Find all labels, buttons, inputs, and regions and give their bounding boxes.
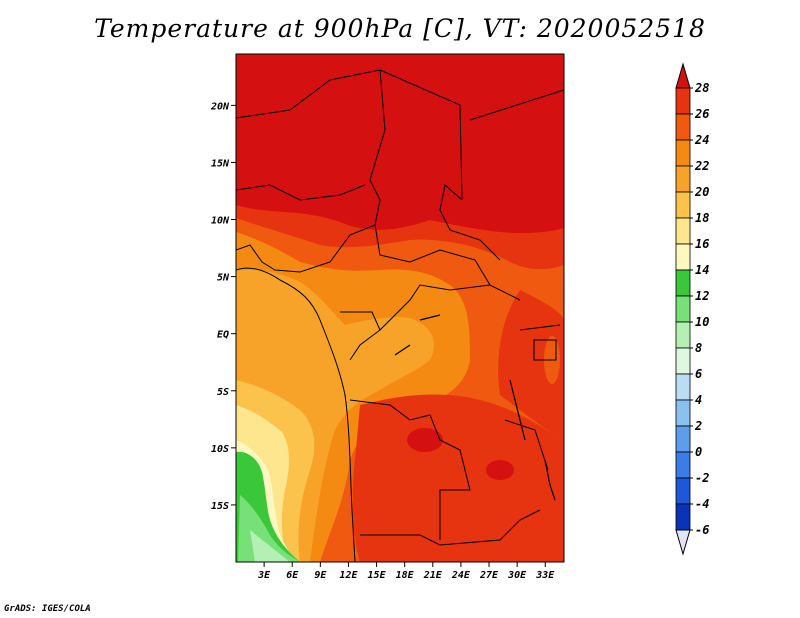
colorbar-segment (675, 139, 691, 167)
lon-tick-label: 27E (479, 570, 499, 581)
lat-tick-label: 10S (211, 444, 229, 455)
lon-tick-label: 15E (368, 570, 387, 581)
colorbar-level-label: 28 (694, 81, 709, 95)
colorbar-level-label: 10 (695, 315, 709, 329)
lat-tick-label: EQ (217, 330, 229, 341)
lat-tick-label: 10N (211, 216, 230, 227)
latitude-axis: 20N 15N 10N 5N EQ 5S 10S 15S (210, 101, 236, 512)
colorbar-top-arrow (675, 62, 691, 89)
colorbar-segment (675, 373, 691, 401)
lon-tick-label: 3E (257, 570, 271, 581)
colorbar-segment (675, 399, 691, 427)
colorbar-segment (675, 477, 691, 505)
colorbar-segment (675, 113, 691, 141)
colorbar-level-label: -6 (695, 523, 709, 537)
lon-tick-label: 18E (396, 570, 415, 581)
lat-tick-label: 15N (211, 158, 230, 169)
lon-tick-label: 9E (314, 570, 327, 581)
colorbar-segment (675, 347, 691, 375)
map-frame (235, 53, 565, 563)
colorbar-level-label: 8 (695, 341, 702, 355)
colorbar-segment (675, 269, 691, 297)
lon-tick-label: 21E (423, 570, 443, 581)
colorbar-level-label: 2 (694, 419, 702, 433)
lat-tick-label: 20N (210, 101, 230, 112)
colorbar-segment (675, 451, 691, 479)
longitude-axis: 3E 6E 9E 12E 15E 18E 21E 24E 27E 30E 33E (257, 562, 555, 581)
colorbar-segment (675, 321, 691, 349)
country-borders (236, 69, 564, 562)
lat-tick-label: 15S (211, 501, 229, 512)
temperature-field (236, 54, 564, 562)
lon-tick-label: 30E (507, 570, 527, 581)
lakes (394, 314, 556, 501)
colorbar-level-label: 6 (695, 367, 702, 381)
grads-credit: GrADS: IGES/COLA (4, 604, 91, 614)
lon-tick-label: 24E (451, 570, 471, 581)
colorbar-level-label: 14 (695, 263, 709, 277)
chart-title: Temperature at 900hPa [C], VT: 202005251… (94, 14, 706, 43)
colorbar-level-label: 20 (694, 185, 709, 199)
colorbar-level-label: 22 (694, 159, 709, 173)
colorbar-level-label: 18 (695, 211, 709, 225)
colorbar-level-label: 16 (695, 237, 709, 251)
colorbar-level-label: 12 (695, 289, 709, 303)
colorbar-segment (675, 191, 691, 219)
colorbar-segment (675, 165, 691, 193)
colorbar-segment (675, 295, 691, 323)
colorbar-level-label: 0 (695, 445, 702, 459)
colorbar-level-label: -2 (695, 471, 709, 485)
colorbar-bottom-arrow (675, 529, 691, 556)
colorbar-level-label: -4 (695, 497, 709, 511)
lat-tick-label: 5N (217, 273, 230, 284)
colorbar-segment (675, 425, 691, 453)
lon-tick-label: 12E (339, 570, 358, 581)
lon-tick-label: 33E (535, 570, 555, 581)
colorbar-segment (675, 243, 691, 271)
colorbar-segment (675, 503, 691, 531)
lat-tick-label: 5S (217, 387, 229, 398)
colorbar-level-label: 24 (694, 133, 709, 147)
colorbar-segment (675, 217, 691, 245)
colorbar-segment (675, 87, 691, 115)
colorbar-level-label: 4 (695, 393, 702, 407)
lon-tick-label: 6E (286, 570, 299, 581)
colorbar-level-label: 26 (694, 107, 709, 121)
